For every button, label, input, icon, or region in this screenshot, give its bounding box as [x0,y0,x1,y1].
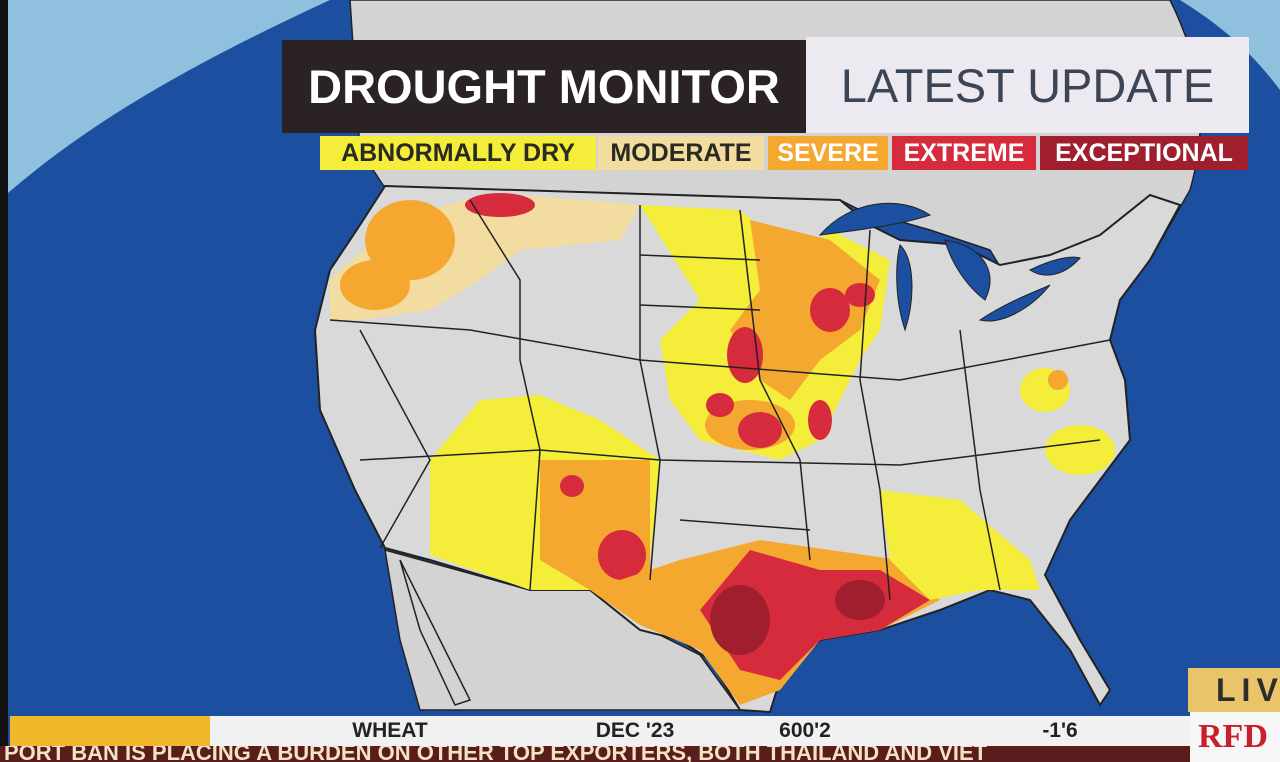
lake [944,239,991,301]
lake [1029,256,1081,276]
legend-item: ABNORMALLY DRY [320,136,596,170]
news-crawl: PORT BAN IS PLACING A BURDEN ON OTHER TO… [0,746,1190,762]
price: 600'2 [779,719,831,742]
sky-corner [0,0,330,200]
ticker-accent [10,716,210,746]
extreme-area [810,288,850,332]
bezel [0,0,8,762]
severe-area [365,200,455,280]
legend-item: EXCEPTIONAL [1040,136,1248,170]
baja [399,559,472,706]
title: DROUGHT MONITOR [282,40,806,133]
subtitle: LATEST UPDATE [806,37,1249,133]
lake [896,244,913,332]
extreme-area [465,193,535,217]
extreme-area [560,475,584,497]
severe-area [730,220,880,400]
border-line [469,199,541,591]
extreme-area [808,400,832,440]
extreme-area [738,412,782,448]
lake [978,284,1051,322]
channel-logo: RFD [1190,712,1280,762]
commodity: WHEAT [352,719,428,742]
exceptional-area [835,580,885,620]
dry-area [880,490,1040,600]
severe-area [340,260,410,310]
sky-corner [1180,0,1280,90]
lake [818,202,932,236]
border-line [959,329,1001,591]
extreme-area [845,283,875,307]
change: -1'6 [1042,719,1078,742]
great-lakes [818,202,1081,332]
border-line [859,229,891,601]
contract: DEC '23 [595,719,675,742]
border-line [359,254,811,549]
legend-item: SEVERE [768,136,888,170]
exceptional-area [710,585,770,655]
live-badge: LIV [1188,668,1280,712]
extreme-area [598,530,646,580]
border-line [739,209,811,561]
severe-area [1048,370,1068,390]
drought-areas [330,193,1115,705]
extreme-area [706,393,734,417]
state-lines [329,199,1111,601]
legend-item: EXTREME [892,136,1036,170]
dry-area [1045,425,1115,475]
border-line [639,205,661,581]
legend-item: MODERATE [598,136,764,170]
